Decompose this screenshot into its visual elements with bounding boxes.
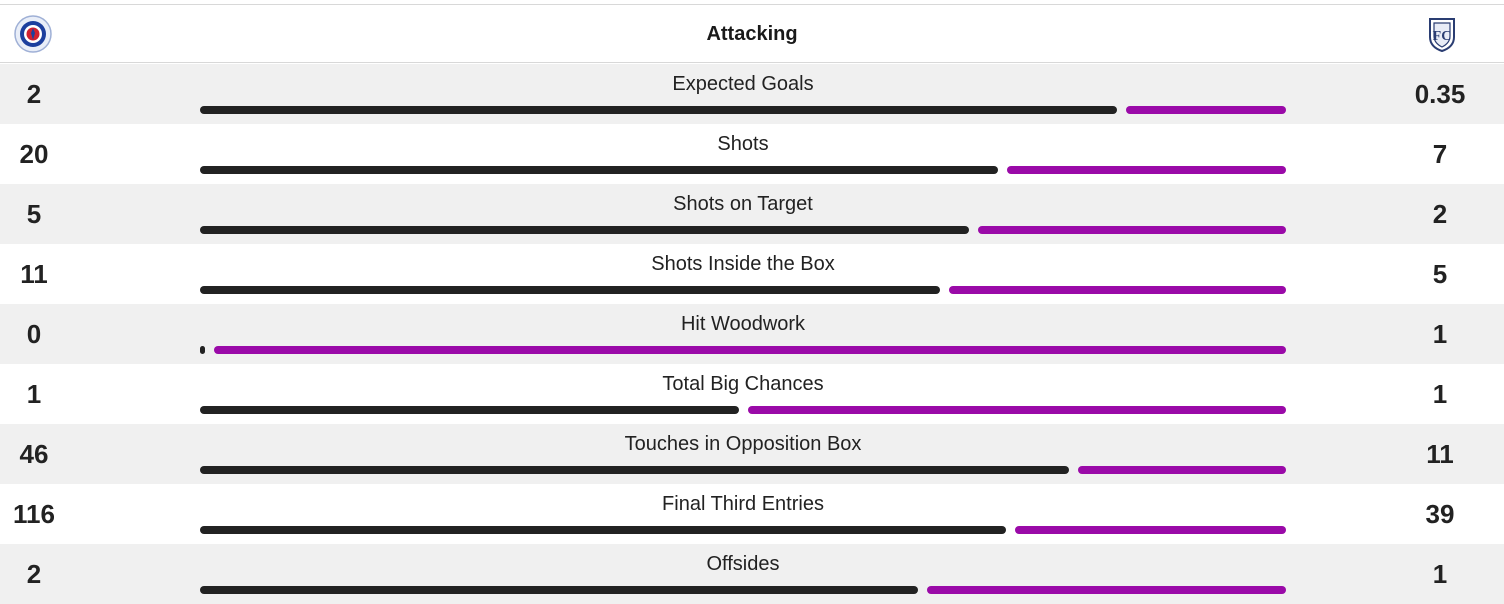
home-value: 20	[19, 139, 49, 169]
stat-row: 116 Final Third Entries 39	[0, 484, 1504, 544]
home-bar	[200, 286, 941, 294]
away-bar	[927, 586, 1286, 594]
home-bar	[200, 346, 205, 354]
stat-label: Touches in Opposition Box	[624, 433, 862, 455]
home-bar	[200, 466, 1070, 474]
home-bar	[200, 166, 998, 174]
stat-row: 1 Total Big Chances 1	[0, 364, 1504, 424]
stat-label: Hit Woodwork	[680, 313, 806, 335]
stat-row: 2 Offsides 1	[0, 544, 1504, 604]
rangers-crest-icon	[14, 15, 52, 53]
stat-row: 0 Hit Woodwork 1	[0, 304, 1504, 364]
home-bar	[200, 406, 739, 414]
home-bar	[200, 106, 1117, 114]
away-value: 1	[1432, 559, 1448, 589]
stat-row: 46 Touches in Opposition Box 11	[0, 424, 1504, 484]
away-bar	[1078, 466, 1286, 474]
stat-label: Shots	[717, 133, 769, 155]
away-bar	[978, 226, 1286, 234]
away-value: 0.35	[1414, 79, 1466, 109]
away-value: 1	[1432, 379, 1448, 409]
home-value: 5	[26, 199, 42, 229]
away-bar	[747, 406, 1286, 414]
home-value: 2	[26, 559, 42, 589]
away-value: 39	[1425, 499, 1455, 529]
stat-label: Shots on Target	[673, 193, 813, 215]
away-value: 2	[1432, 199, 1448, 229]
stat-row: 5 Shots on Target 2	[0, 184, 1504, 244]
away-value: 7	[1432, 139, 1448, 169]
dundee-crest-icon: FC	[1429, 18, 1455, 53]
home-bar	[200, 226, 970, 234]
home-value: 2	[26, 79, 42, 109]
away-bar	[949, 286, 1286, 294]
stat-label: Expected Goals	[672, 73, 814, 95]
stat-label: Total Big Chances	[662, 373, 824, 395]
away-value: 5	[1432, 259, 1448, 289]
stat-label: Final Third Entries	[662, 493, 824, 515]
home-value: 116	[13, 499, 55, 529]
home-value: 46	[19, 439, 49, 469]
section-header: Attacking FC	[0, 4, 1504, 63]
home-value: 1	[26, 379, 42, 409]
stat-row: 11 Shots Inside the Box 5	[0, 244, 1504, 304]
away-bar	[1006, 166, 1286, 174]
home-value: 11	[20, 259, 48, 289]
away-value: 1	[1432, 319, 1448, 349]
away-bar	[1125, 106, 1286, 114]
stat-label: Shots Inside the Box	[651, 253, 835, 275]
stat-label: Offsides	[706, 553, 780, 575]
stat-row: 20 Shots 7	[0, 124, 1504, 184]
away-value: 11	[1426, 439, 1454, 469]
home-value: 0	[26, 319, 42, 349]
away-bar	[1015, 526, 1286, 534]
svg-text:FC: FC	[1433, 29, 1452, 44]
section-title: Attacking	[706, 23, 798, 45]
stat-row: 2 Expected Goals 0.35	[0, 64, 1504, 124]
away-bar	[214, 346, 1286, 354]
home-bar	[200, 586, 918, 594]
home-bar	[200, 526, 1006, 534]
